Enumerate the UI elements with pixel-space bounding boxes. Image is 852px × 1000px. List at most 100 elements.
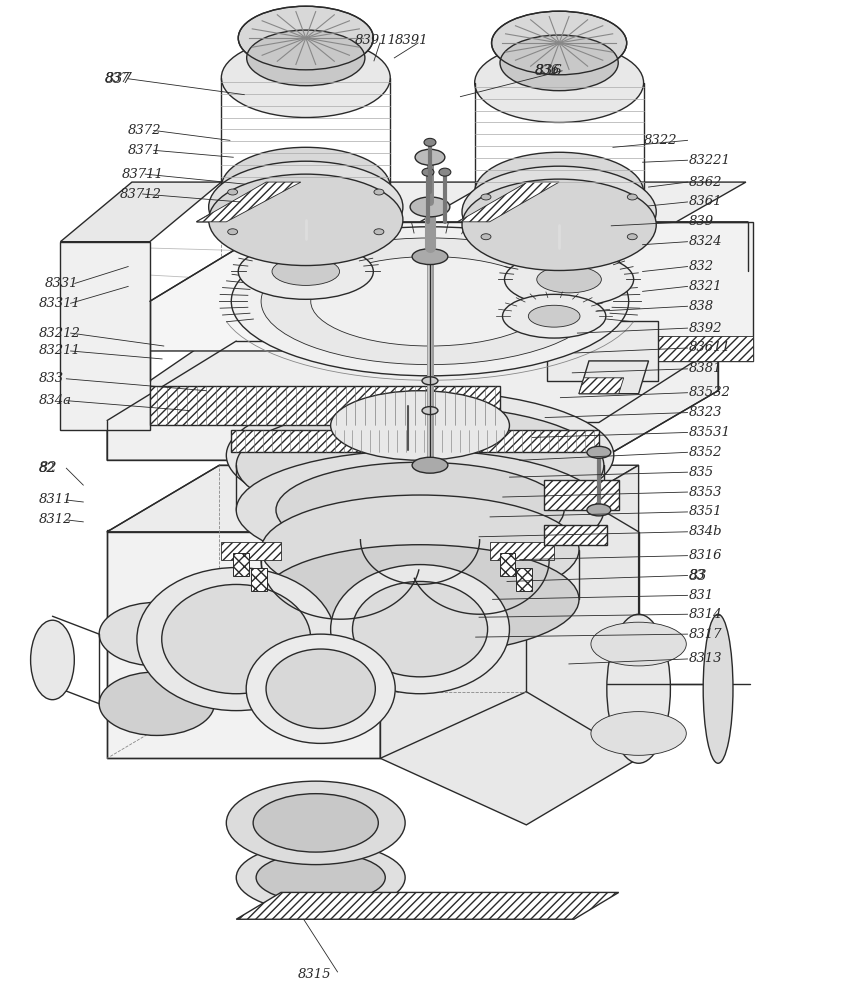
Text: 836: 836 — [534, 64, 562, 78]
Ellipse shape — [702, 614, 732, 763]
Polygon shape — [579, 361, 648, 394]
Ellipse shape — [226, 781, 405, 865]
Ellipse shape — [246, 634, 394, 743]
Text: 8312: 8312 — [38, 513, 72, 526]
Text: 83: 83 — [688, 569, 707, 583]
Ellipse shape — [462, 179, 655, 271]
Ellipse shape — [527, 305, 579, 327]
Ellipse shape — [246, 30, 365, 86]
Ellipse shape — [439, 168, 451, 176]
Ellipse shape — [227, 189, 238, 195]
Ellipse shape — [536, 266, 601, 293]
Polygon shape — [107, 465, 638, 532]
Text: 83212: 83212 — [38, 327, 80, 340]
Ellipse shape — [236, 843, 405, 912]
Text: 83221: 83221 — [688, 154, 730, 167]
Text: 838: 838 — [688, 300, 713, 313]
Text: 8391: 8391 — [394, 34, 428, 47]
Ellipse shape — [412, 249, 447, 265]
Ellipse shape — [231, 227, 628, 376]
Ellipse shape — [162, 584, 310, 694]
Text: 83531: 83531 — [688, 426, 730, 439]
Polygon shape — [618, 222, 752, 361]
Ellipse shape — [261, 545, 579, 654]
Polygon shape — [236, 892, 618, 919]
Ellipse shape — [236, 450, 603, 570]
Text: 835: 835 — [688, 466, 713, 479]
Text: 8323: 8323 — [688, 406, 722, 419]
Ellipse shape — [586, 446, 610, 458]
Polygon shape — [515, 568, 532, 591]
Ellipse shape — [462, 166, 655, 258]
Polygon shape — [150, 386, 499, 425]
Ellipse shape — [422, 168, 434, 176]
Text: 831: 831 — [688, 589, 713, 602]
Polygon shape — [196, 182, 301, 222]
Polygon shape — [547, 321, 658, 381]
Polygon shape — [60, 242, 150, 430]
Text: 82: 82 — [38, 462, 55, 475]
Text: 839: 839 — [688, 215, 713, 228]
Ellipse shape — [626, 234, 636, 240]
Ellipse shape — [422, 377, 437, 385]
Text: 8353: 8353 — [688, 486, 722, 499]
Ellipse shape — [423, 138, 435, 146]
Text: 8315: 8315 — [297, 968, 331, 981]
Polygon shape — [458, 182, 745, 222]
Text: 834a: 834a — [38, 394, 72, 407]
Text: 8311: 8311 — [38, 493, 72, 506]
Text: 83611: 83611 — [688, 341, 730, 354]
Ellipse shape — [266, 649, 375, 729]
Text: 8371: 8371 — [128, 144, 162, 157]
Ellipse shape — [586, 504, 610, 516]
Ellipse shape — [331, 391, 509, 460]
Text: 8321: 8321 — [688, 280, 722, 293]
Polygon shape — [544, 525, 606, 545]
Ellipse shape — [504, 253, 633, 306]
Text: 8316: 8316 — [688, 549, 722, 562]
Polygon shape — [618, 336, 752, 361]
Text: 83911: 83911 — [354, 34, 396, 47]
Ellipse shape — [272, 258, 339, 285]
Ellipse shape — [373, 189, 383, 195]
Polygon shape — [150, 222, 747, 351]
Ellipse shape — [491, 11, 626, 75]
Polygon shape — [107, 341, 717, 460]
Ellipse shape — [238, 6, 373, 70]
Ellipse shape — [481, 234, 491, 240]
Text: 8352: 8352 — [688, 446, 722, 459]
Ellipse shape — [261, 238, 598, 365]
Ellipse shape — [415, 149, 445, 165]
Ellipse shape — [502, 294, 605, 338]
Polygon shape — [233, 553, 249, 576]
Ellipse shape — [236, 406, 603, 525]
Polygon shape — [107, 530, 380, 758]
Ellipse shape — [226, 391, 613, 520]
Ellipse shape — [221, 38, 389, 118]
Ellipse shape — [412, 457, 447, 473]
Text: 8372: 8372 — [128, 124, 162, 137]
Text: 8392: 8392 — [688, 322, 722, 335]
Ellipse shape — [99, 602, 214, 666]
Ellipse shape — [590, 622, 686, 666]
Text: 8351: 8351 — [688, 505, 722, 518]
Text: 8324: 8324 — [688, 235, 722, 248]
Text: 836: 836 — [534, 64, 560, 77]
Ellipse shape — [238, 244, 373, 299]
Ellipse shape — [422, 407, 437, 415]
Polygon shape — [250, 568, 267, 591]
Polygon shape — [458, 182, 558, 222]
Polygon shape — [231, 430, 598, 452]
Ellipse shape — [410, 197, 449, 217]
Text: 8362: 8362 — [688, 176, 722, 189]
Text: 832: 832 — [688, 260, 713, 273]
Text: 82: 82 — [38, 461, 57, 475]
Ellipse shape — [256, 853, 385, 902]
Polygon shape — [579, 378, 623, 394]
Text: 834b: 834b — [688, 525, 722, 538]
Text: 83711: 83711 — [121, 168, 163, 181]
Ellipse shape — [499, 35, 618, 91]
Text: 8361: 8361 — [688, 195, 722, 208]
Ellipse shape — [481, 194, 491, 200]
Text: 8317: 8317 — [688, 628, 722, 641]
